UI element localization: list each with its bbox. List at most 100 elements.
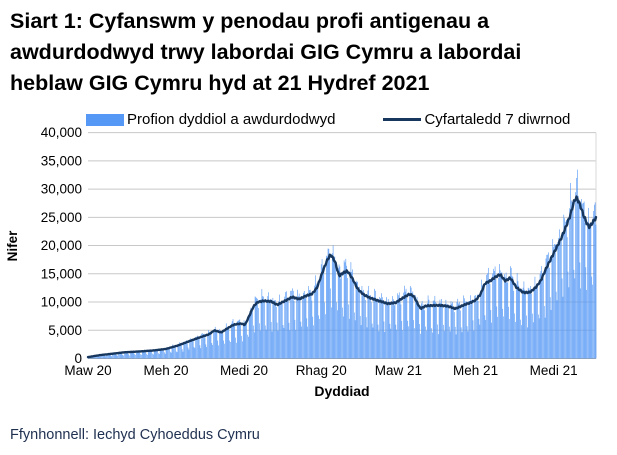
daily-bar bbox=[300, 321, 302, 359]
daily-bar bbox=[559, 229, 560, 359]
daily-bar bbox=[169, 351, 171, 359]
daily-bar bbox=[427, 295, 429, 359]
daily-bar bbox=[550, 309, 552, 359]
daily-bar bbox=[467, 331, 469, 359]
daily-bar bbox=[463, 295, 465, 359]
daily-bar bbox=[313, 325, 314, 359]
daily-bar bbox=[507, 282, 509, 359]
daily-bar bbox=[298, 296, 299, 359]
daily-bar bbox=[481, 279, 482, 359]
daily-bar bbox=[110, 355, 112, 359]
daily-bar bbox=[341, 275, 342, 359]
x-tick-label: Meh 20 bbox=[144, 363, 189, 378]
daily-bar bbox=[376, 299, 377, 359]
daily-bar bbox=[224, 343, 225, 359]
daily-bar bbox=[230, 341, 231, 359]
daily-bar bbox=[331, 253, 333, 359]
daily-bar bbox=[466, 326, 468, 359]
daily-bar bbox=[524, 289, 526, 359]
daily-bar bbox=[296, 298, 297, 359]
x-tick-label: Meh 21 bbox=[453, 363, 498, 378]
daily-bar bbox=[292, 288, 293, 359]
daily-bar bbox=[181, 349, 183, 359]
daily-bar bbox=[141, 350, 143, 359]
daily-bar bbox=[307, 326, 308, 359]
daily-bar bbox=[488, 279, 490, 359]
daily-bar bbox=[432, 332, 433, 359]
daily-bar bbox=[470, 295, 471, 359]
daily-bar bbox=[342, 316, 344, 359]
daily-bar bbox=[203, 333, 205, 359]
daily-bar bbox=[101, 354, 102, 359]
daily-bar bbox=[135, 354, 136, 359]
daily-bar bbox=[144, 351, 146, 359]
daily-bar bbox=[413, 320, 414, 359]
daily-bar bbox=[314, 285, 315, 359]
daily-bar bbox=[400, 304, 402, 359]
daily-bar bbox=[166, 347, 168, 359]
daily-bar bbox=[132, 351, 134, 359]
daily-bar bbox=[464, 298, 465, 359]
daily-bar bbox=[538, 314, 539, 359]
daily-bar bbox=[106, 353, 107, 359]
daily-bar bbox=[120, 352, 122, 359]
daily-bar bbox=[426, 330, 427, 359]
daily-bar bbox=[127, 352, 129, 359]
daily-bar bbox=[221, 330, 223, 359]
daily-bar bbox=[517, 281, 519, 359]
daily-bar bbox=[156, 349, 157, 359]
daily-bar bbox=[355, 287, 357, 359]
daily-bar bbox=[553, 246, 554, 359]
daily-bar bbox=[379, 296, 381, 359]
daily-bar bbox=[420, 333, 421, 359]
daily-bar bbox=[409, 295, 410, 359]
legend-label-average: Cyfartaledd 7 diwrnod bbox=[424, 111, 571, 128]
daily-bar bbox=[184, 341, 185, 359]
daily-bar bbox=[547, 254, 548, 359]
daily-bar bbox=[165, 347, 167, 359]
daily-bar bbox=[306, 318, 308, 359]
daily-bar bbox=[197, 335, 198, 359]
daily-bar bbox=[402, 330, 403, 359]
daily-bar bbox=[585, 267, 587, 359]
daily-bar bbox=[175, 346, 176, 359]
daily-bar bbox=[378, 331, 380, 359]
daily-bar bbox=[214, 326, 216, 359]
daily-bar bbox=[563, 214, 565, 359]
daily-bar bbox=[228, 328, 230, 359]
daily-bar bbox=[126, 351, 128, 359]
daily-bar bbox=[251, 312, 252, 359]
daily-bar bbox=[542, 278, 543, 359]
daily-bar bbox=[556, 300, 558, 359]
daily-bar bbox=[189, 341, 191, 359]
daily-bar bbox=[419, 324, 420, 359]
daily-bar bbox=[434, 295, 436, 359]
daily-bar bbox=[173, 345, 174, 359]
daily-bar bbox=[558, 238, 559, 359]
daily-bar bbox=[150, 349, 152, 359]
daily-bar bbox=[168, 347, 169, 359]
daily-bar bbox=[582, 202, 584, 359]
daily-bar bbox=[137, 351, 139, 359]
daily-bar bbox=[465, 301, 466, 359]
daily-bar bbox=[557, 241, 559, 359]
daily-bar bbox=[149, 349, 151, 359]
daily-bar bbox=[275, 307, 277, 359]
daily-bar bbox=[428, 299, 430, 359]
daily-bar bbox=[499, 264, 500, 359]
daily-bar bbox=[381, 297, 383, 359]
x-tick-label: Maw 21 bbox=[375, 363, 422, 378]
daily-bar bbox=[160, 349, 162, 359]
daily-bar bbox=[353, 312, 355, 359]
daily-bar bbox=[494, 266, 496, 359]
daily-bar bbox=[291, 290, 292, 359]
daily-bar bbox=[241, 335, 242, 359]
chart-title: Siart 1: Cyfanswm y penodau profi antige… bbox=[10, 6, 610, 99]
daily-bar bbox=[435, 302, 437, 359]
daily-bar bbox=[398, 292, 400, 359]
daily-bar bbox=[450, 301, 452, 359]
daily-bar bbox=[475, 295, 476, 359]
daily-bar bbox=[303, 292, 304, 359]
daily-bar bbox=[325, 314, 326, 359]
daily-bar bbox=[455, 334, 457, 359]
